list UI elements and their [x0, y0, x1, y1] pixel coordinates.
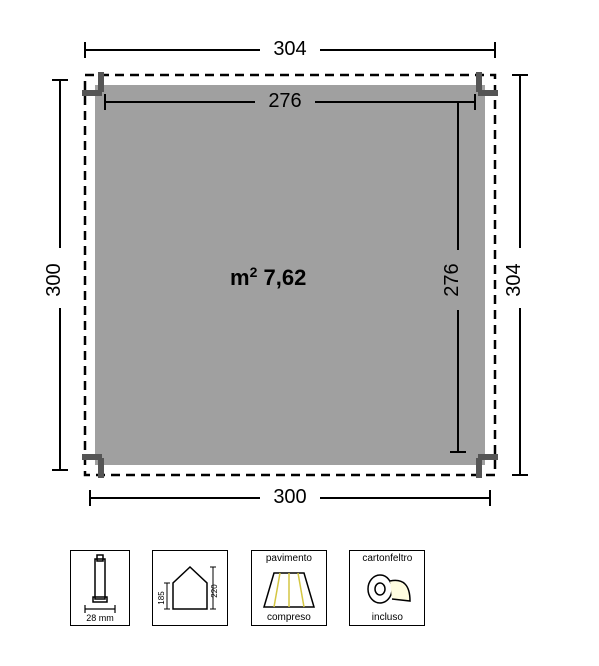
dim-bottom: 300 — [90, 484, 490, 508]
area-value: 7,62 — [263, 265, 306, 290]
area-sup: 2 — [250, 264, 258, 280]
dim-right-outer-label: 304 — [503, 263, 525, 296]
legend-felt: cartonfeltro incluso — [349, 550, 425, 626]
legend-row: 28 mm 185 220 pavimento — [70, 550, 443, 626]
height-inner-label: 185 — [157, 591, 166, 605]
legend-thickness: 28 mm — [70, 550, 130, 626]
dim-top-outer-label: 304 — [273, 38, 306, 60]
floor-top-label: pavimento — [252, 553, 326, 564]
dim-left-outer: 300 — [43, 80, 72, 470]
svg-text:m2 7,62: m2 7,62 — [230, 264, 306, 290]
floor-bottom-label: compreso — [252, 612, 326, 623]
legend-floor: pavimento compreso — [251, 550, 327, 626]
diagram-stage: 304 276 276 304 300 300 — [0, 0, 599, 666]
felt-top-label: cartonfeltro — [350, 553, 424, 564]
thickness-value: 28 mm — [86, 613, 114, 623]
dim-right-outer: 304 — [503, 75, 532, 475]
dim-top-inner-label: 276 — [268, 90, 301, 112]
dim-right-inner-label: 276 — [441, 263, 463, 296]
dim-top-outer: 304 — [85, 36, 495, 60]
legend-height: 185 220 — [152, 550, 228, 626]
area-label: m2 7,62 — [230, 264, 306, 290]
dim-left-outer-label: 300 — [43, 263, 65, 296]
felt-bottom-label: incluso — [350, 612, 424, 623]
dim-bottom-label: 300 — [273, 486, 306, 508]
height-icon: 185 220 — [153, 551, 227, 625]
thickness-icon: 28 mm — [71, 551, 129, 625]
height-outer-label: 220 — [210, 584, 219, 598]
area-prefix: m — [230, 265, 250, 290]
plan-svg: 304 276 276 304 300 300 — [0, 0, 599, 520]
